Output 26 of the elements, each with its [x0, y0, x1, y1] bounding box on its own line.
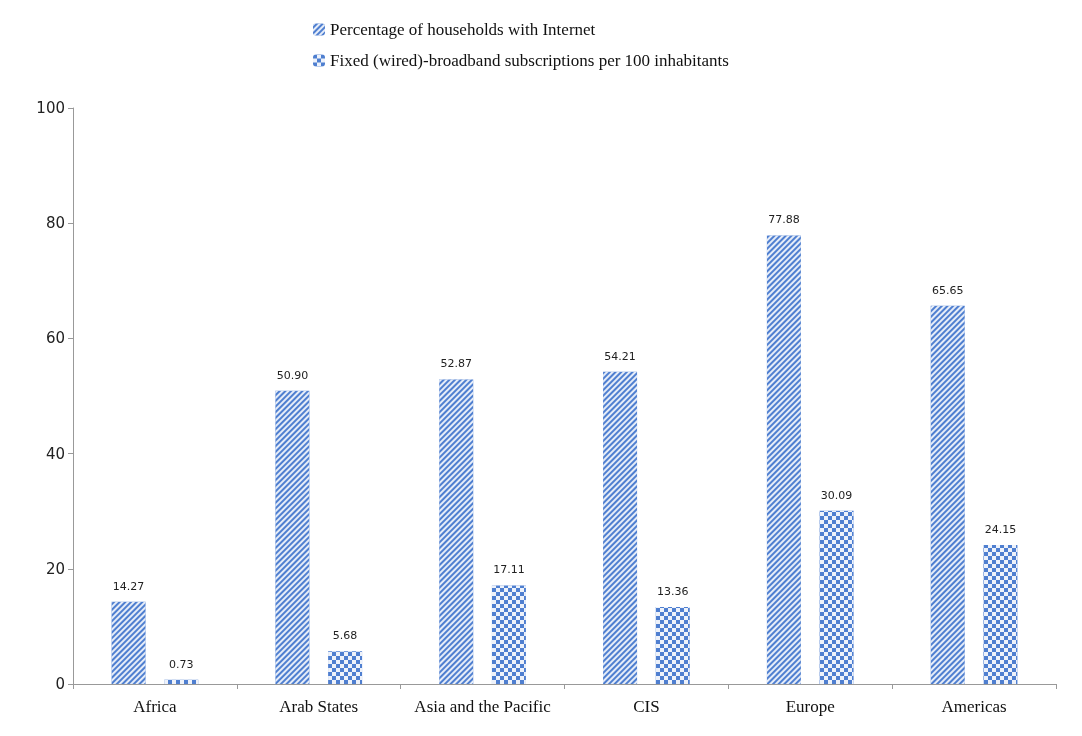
legend-label: Fixed (wired)-broadband subscriptions per 100 inhabitants — [330, 51, 729, 70]
data-label: 65.65 — [931, 283, 964, 297]
y-tick-label: 100 — [36, 99, 65, 117]
x-tick-label: Americas — [941, 697, 1007, 716]
y-tick-label: 0 — [55, 675, 65, 693]
data-label: 17.11 — [493, 563, 525, 577]
data-label: 5.68 — [332, 629, 358, 643]
legend-label: Percentage of households with Internet — [330, 20, 596, 39]
y-tick-label: 60 — [45, 329, 65, 348]
data-label: 14.27 — [112, 579, 145, 593]
x-tick-label: Asia and the Pacific — [414, 697, 552, 716]
data-label: 52.87 — [440, 357, 472, 371]
x-tick-label: Africa — [133, 697, 178, 716]
y-tick-label: 20 — [45, 559, 65, 578]
data-label: 0.73 — [169, 657, 194, 671]
y-tick-label: 80 — [45, 214, 65, 233]
data-label: 77.88 — [768, 213, 800, 227]
data-label: 13.36 — [657, 585, 689, 599]
y-tick-label: 40 — [45, 444, 65, 463]
data-label: 24.15 — [984, 522, 1017, 536]
data-label: 54.21 — [604, 349, 636, 363]
x-tick-label: Europe — [785, 697, 835, 716]
x-tick-label: Arab States — [279, 697, 359, 716]
x-tick-label: CIS — [633, 697, 660, 716]
data-label: 50.90 — [276, 368, 309, 382]
data-label: 30.09 — [820, 488, 853, 502]
